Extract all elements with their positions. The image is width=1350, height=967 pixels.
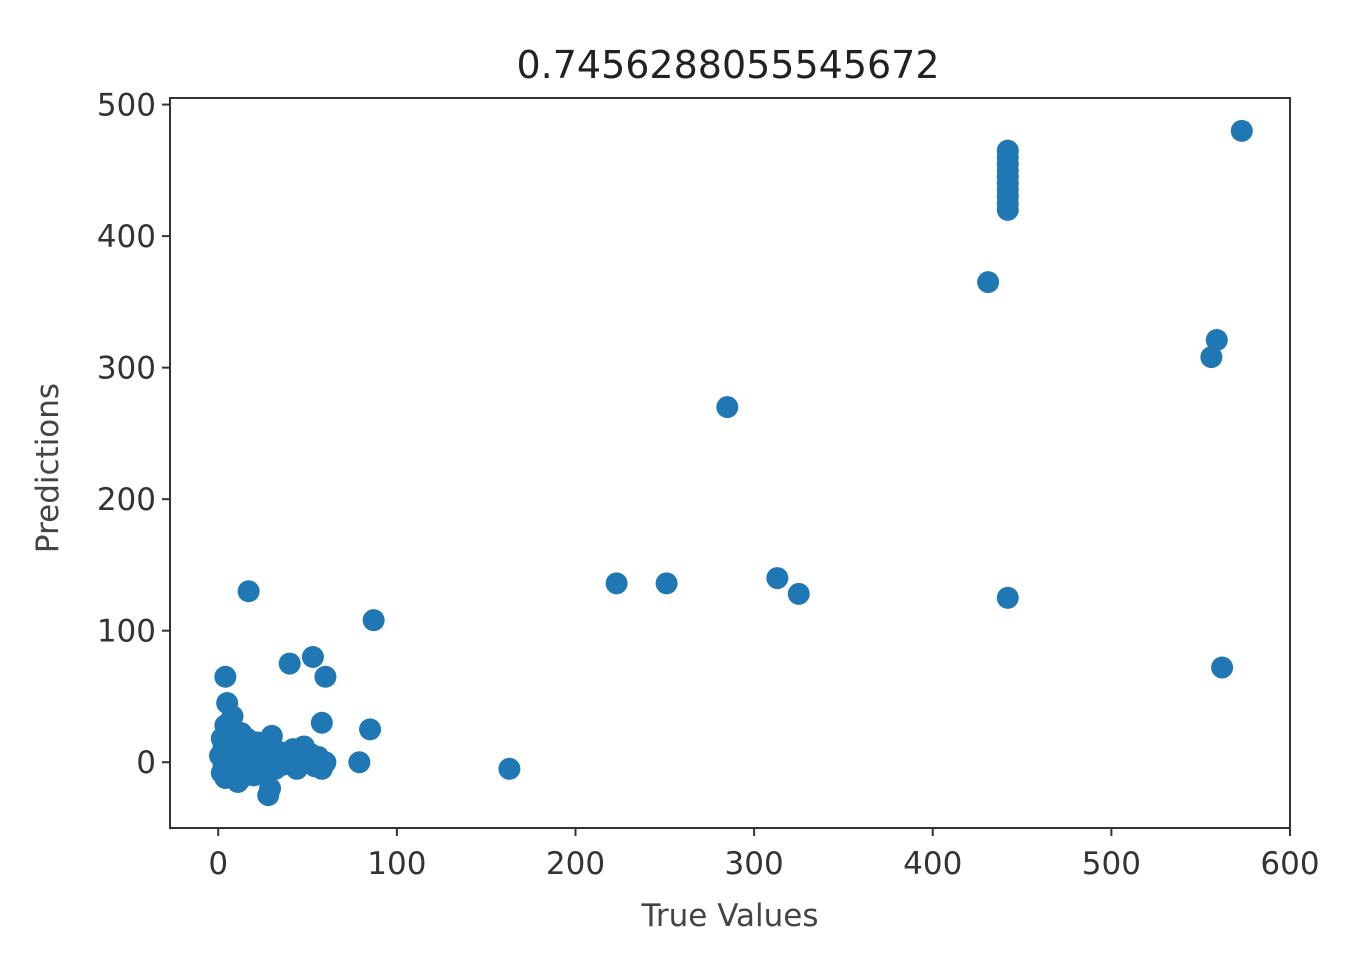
x-tick-label: 100 xyxy=(367,846,426,882)
y-tick-label: 300 xyxy=(97,351,156,387)
data-point xyxy=(359,718,382,741)
data-point xyxy=(996,139,1019,162)
data-point xyxy=(301,646,324,669)
x-tick-label: 500 xyxy=(1082,846,1141,882)
data-point xyxy=(655,572,678,595)
x-tick-label: 600 xyxy=(1260,846,1319,882)
data-point xyxy=(1230,119,1253,142)
y-axis: 0 100 200 300 400 500 xyxy=(97,88,170,781)
data-points xyxy=(209,119,1253,807)
data-point xyxy=(605,572,628,595)
x-tick-label: 300 xyxy=(725,846,784,882)
y-tick-label: 100 xyxy=(97,614,156,650)
data-point xyxy=(314,665,337,688)
chart-title: 0.7456288055545672 xyxy=(516,43,939,87)
data-point xyxy=(1200,346,1223,369)
data-point xyxy=(278,652,301,675)
data-point xyxy=(996,586,1019,609)
data-point xyxy=(237,580,260,603)
y-tick-label: 0 xyxy=(136,745,156,781)
x-axis-label: True Values xyxy=(641,898,819,934)
data-point xyxy=(246,756,269,779)
data-point xyxy=(1211,656,1234,679)
data-point xyxy=(310,711,333,734)
data-point xyxy=(498,757,521,780)
data-point xyxy=(314,751,337,774)
y-tick-label: 500 xyxy=(97,88,156,124)
x-tick-label: 200 xyxy=(546,846,605,882)
data-point xyxy=(1205,329,1228,352)
data-point xyxy=(225,724,248,747)
y-tick-label: 200 xyxy=(97,482,156,518)
y-tick-label: 400 xyxy=(97,219,156,255)
x-tick-label: 400 xyxy=(903,846,962,882)
plot-frame xyxy=(169,97,1291,829)
x-tick-label: 0 xyxy=(208,846,228,882)
y-axis-label: Predictions xyxy=(30,383,66,553)
data-point xyxy=(348,751,371,774)
data-point xyxy=(216,692,239,715)
data-point xyxy=(362,609,385,632)
data-point xyxy=(214,665,237,688)
x-axis: 0 100 200 300 400 500 600 xyxy=(208,828,1320,882)
data-point xyxy=(977,271,1000,294)
data-point xyxy=(259,777,282,800)
data-point xyxy=(787,582,810,605)
data-point xyxy=(766,567,789,590)
data-point xyxy=(716,396,739,419)
